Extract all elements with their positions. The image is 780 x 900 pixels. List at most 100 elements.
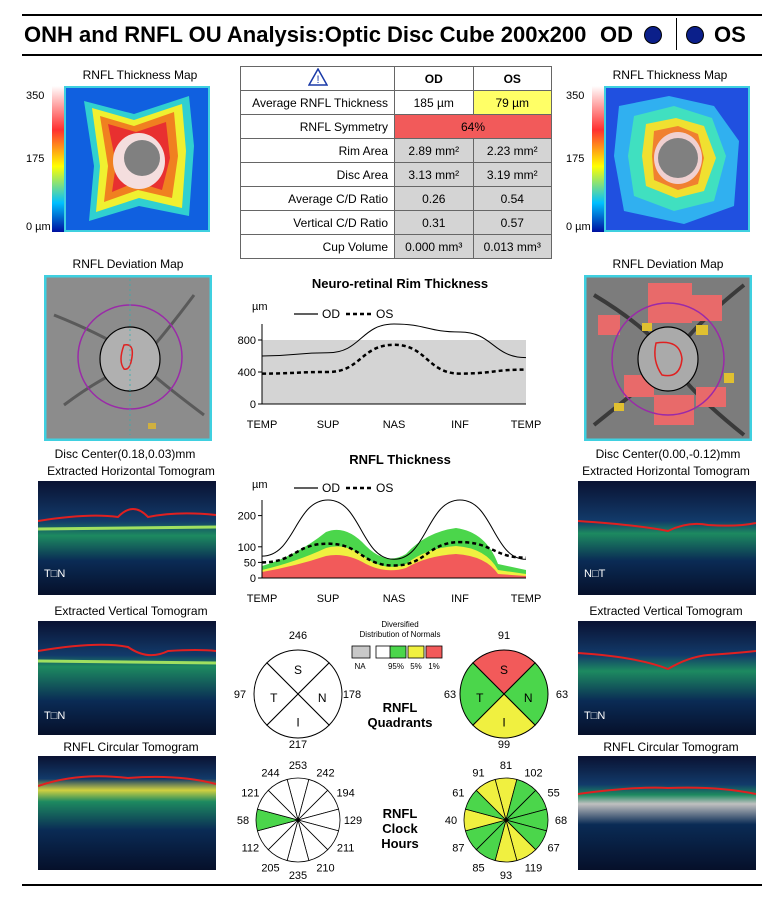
clock-value: 121 — [241, 788, 259, 800]
diversified-title: Diversified Distribution of Normals — [359, 620, 441, 639]
rim-xtick-label: TEMP — [511, 419, 542, 431]
os-clock-chart: 81 102 55 68 67 119 93 85 87 40 61 91 — [445, 760, 567, 882]
od-label: OD — [600, 22, 633, 47]
clock-sector — [475, 778, 507, 822]
quadrant-value-t: 63 — [556, 689, 568, 701]
rim-xtick-label: TEMP — [247, 419, 278, 431]
rnfl-chart-title: RNFL Thickness — [349, 452, 451, 467]
od-horizontal-tomogram-title: Extracted Horizontal Tomogram — [47, 464, 215, 478]
rim-chart-title: Neuro-retinal Rim Thickness — [311, 276, 489, 291]
os-thickness-map — [604, 86, 750, 232]
quadrant-letter: I — [502, 716, 505, 730]
legend-label-na: NA — [354, 662, 366, 671]
rnfl-xtick-label: NAS — [383, 593, 406, 605]
rnfl-legend-od: OD — [322, 481, 340, 495]
clock-value: 55 — [548, 788, 560, 800]
od-thickness-map-title: RNFL Thickness Map — [82, 68, 198, 82]
os-color-scale — [592, 86, 604, 232]
clock-value: 40 — [445, 815, 457, 827]
rnfl-xtick-label: TEMP — [511, 593, 542, 605]
os-label: OS — [714, 22, 746, 47]
od-circular-tomogram-title: RNFL Circular Tomogram — [63, 740, 199, 754]
clock-value: 67 — [548, 843, 560, 855]
rnfl-ytick-label: 0 — [250, 573, 256, 585]
clock-value: 194 — [336, 788, 354, 800]
quadrant-value-s: 246 — [289, 630, 307, 642]
quadrant-n — [297, 662, 343, 726]
quadrant-value-s: 91 — [498, 630, 510, 642]
clock-value: 102 — [524, 767, 542, 779]
diversified-legend: NA 95% 5% 1% — [351, 645, 443, 671]
os-quadrant-chart: S N I T 91 63 99 63 — [444, 630, 568, 750]
od-circular-tomogram — [37, 756, 217, 870]
clock-value: 91 — [472, 767, 484, 779]
header-rule — [22, 54, 762, 56]
od-deviation-map — [44, 275, 212, 441]
legend-swatch — [425, 645, 443, 659]
os-scale-max: 350 — [566, 90, 585, 102]
quadrant-i — [472, 693, 536, 739]
quadrant-letter: S — [500, 663, 508, 677]
rim-xtick-label: SUP — [317, 419, 340, 431]
clock-value: 211 — [337, 843, 355, 855]
od-horizontal-tomogram — [37, 481, 217, 595]
clock-value: 119 — [525, 863, 543, 875]
rnfl-os-line — [261, 540, 527, 567]
os-deviation-map — [584, 275, 752, 441]
od-scale-mid: 175 — [26, 153, 45, 165]
quadrant-value-n: 178 — [343, 689, 361, 701]
os-deviation-map-title: RNFL Deviation Map — [612, 257, 724, 271]
clock-value: 93 — [500, 870, 512, 882]
rim-legend-os: OS — [376, 307, 393, 321]
os-average-rnfl: 79 µm — [472, 90, 552, 115]
clock-value: 129 — [344, 815, 362, 827]
quadrant-letter: N — [524, 691, 533, 705]
clock-value: 68 — [555, 815, 567, 827]
quadrant-i — [266, 693, 330, 739]
rnfl-thickness-chart: µm OD OS 0 50 100 200 TEMP SUP NAS INF TEMP — [238, 479, 542, 605]
quadrant-letter: S — [294, 663, 302, 677]
rnfl-band-red — [262, 554, 526, 578]
table-row: Average RNFL Thickness 185 µm 79 µm — [240, 90, 552, 115]
od-scale-min: 0 µm — [26, 221, 51, 233]
bottom-rule — [22, 884, 762, 886]
rnfl-od-line — [261, 499, 527, 560]
os-h-tomo-nt: N□T — [584, 568, 606, 580]
rnfl-xtick-label: TEMP — [247, 593, 278, 605]
rim-chart-unit: µm — [252, 301, 268, 313]
rim-ytick-label: 800 — [238, 335, 256, 347]
os-thickness-map-title: RNFL Thickness Map — [612, 68, 728, 82]
svg-text:!: ! — [316, 74, 319, 86]
rim-thickness-chart: µm OD OS 0 400 800 TEMP SUP NAS INF TEMP — [238, 301, 542, 431]
clock-value: 81 — [500, 760, 512, 772]
rim-xtick-label: NAS — [383, 419, 406, 431]
clock-value: 112 — [242, 843, 260, 855]
legend-swatch — [389, 645, 407, 659]
os-scale-mid: 175 — [566, 153, 585, 165]
legend-swatch — [351, 645, 371, 659]
clock-value: 61 — [452, 788, 464, 800]
os-horizontal-tomogram — [577, 481, 757, 595]
clock-value: 235 — [289, 870, 307, 882]
od-vertical-tomogram — [37, 621, 217, 735]
table-row: Disc Area 3.13 mm² 3.19 mm² — [240, 162, 552, 187]
quadrant-value-n: 63 — [444, 689, 456, 701]
rnfl-xtick-label: INF — [451, 593, 469, 605]
clock-value: 85 — [472, 863, 484, 875]
legend-label-5: 5% — [410, 662, 422, 671]
rim-os-line — [261, 343, 527, 375]
quadrant-value-t: 97 — [234, 689, 246, 701]
od-disc-center: Disc Center(0.18,0.03)mm — [54, 447, 196, 461]
os-horizontal-tomogram-title: Extracted Horizontal Tomogram — [582, 464, 750, 478]
od-v-tomo-tn: T□N — [44, 710, 66, 722]
quadrant-t — [459, 662, 505, 726]
warning-icon: ! — [240, 66, 395, 91]
rim-od-line — [261, 323, 527, 359]
rnfl-chart-unit: µm — [252, 479, 268, 491]
table-row: Rim Area 2.89 mm² 2.23 mm² — [240, 138, 552, 163]
quadrant-n — [503, 662, 549, 726]
quadrant-value-i: 217 — [289, 739, 307, 750]
table-row: Cup Volume 0.000 mm³ 0.013 mm³ — [240, 234, 552, 259]
rim-ytick-label: 0 — [250, 399, 256, 411]
